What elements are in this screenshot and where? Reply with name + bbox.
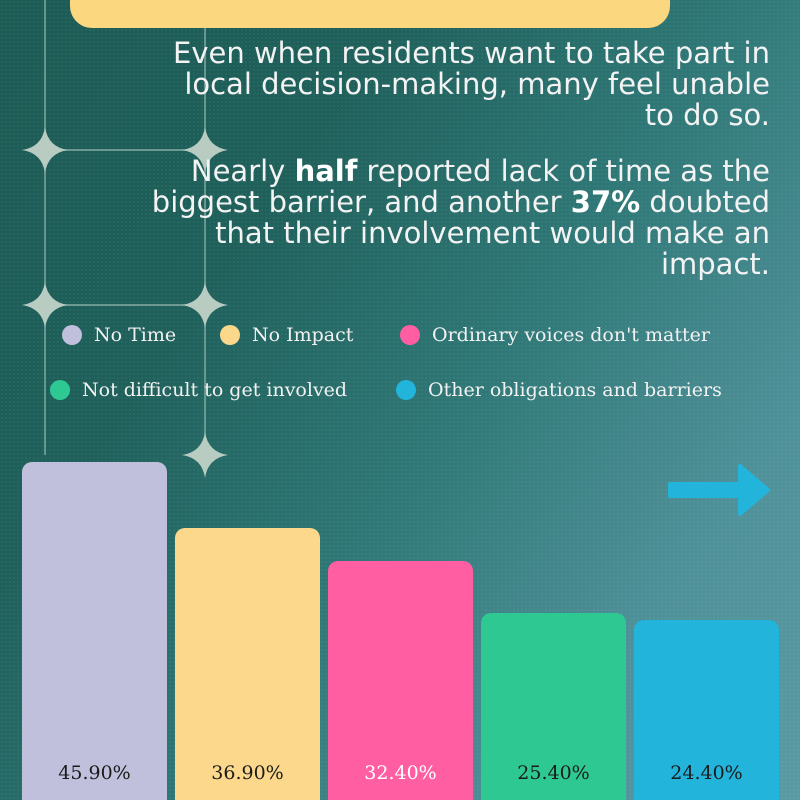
emphasis-half: half: [294, 154, 358, 188]
bar-not-difficult: [481, 613, 626, 800]
bar-ordinary-voices: [328, 561, 473, 800]
emphasis-37-percent: 37%: [570, 185, 641, 219]
title-banner: [70, 0, 670, 28]
bar-value-label-other-obligations: 24.40%: [670, 762, 743, 784]
bar-no-impact: [175, 528, 320, 800]
legend-label: Not difficult to get involved: [82, 379, 348, 401]
intro-paragraph-2: Nearly half reported lack of time as the…: [150, 156, 770, 280]
legend-item-ordinary-voices: Ordinary voices don't matter: [400, 324, 710, 346]
intro-paragraph-1: Even when residents want to take part in…: [173, 36, 770, 132]
legend-label: No Time: [94, 324, 177, 346]
text-part: doubted that their involvement would mak…: [215, 185, 770, 281]
sparkle-icons: [22, 127, 228, 478]
sparkle-icon: [22, 282, 68, 328]
text-part: Nearly: [190, 154, 295, 188]
legend-item-no-impact: No Impact: [220, 324, 353, 346]
legend-dot: [50, 380, 70, 400]
legend-dot: [396, 380, 416, 400]
arrow-right-icon: [668, 464, 770, 516]
bar-no-time: [22, 462, 167, 800]
legend-dot: [62, 325, 82, 345]
text-part: reported lack of time as the biggest bar…: [151, 154, 770, 219]
bar-value-label-no-time: 45.90%: [58, 762, 131, 784]
legend-dot: [220, 325, 240, 345]
bar-other-obligations: [634, 620, 779, 800]
legend-label: Ordinary voices don't matter: [432, 324, 710, 346]
legend-label: Other obligations and barriers: [428, 379, 722, 401]
bar-value-label-ordinary-voices: 32.40%: [364, 762, 437, 784]
legend-item-other-obligations: Other obligations and barriers: [396, 379, 722, 401]
sparkle-icon: [182, 127, 228, 173]
legend-item-no-time: No Time: [62, 324, 176, 346]
sparkle-icon: [182, 282, 228, 328]
bar-value-label-not-difficult: 25.40%: [517, 762, 590, 784]
legend-dot: [400, 325, 420, 345]
bar-value-label-no-impact: 36.90%: [211, 762, 284, 784]
sparkle-icon: [22, 127, 68, 173]
legend-label: No Impact: [252, 324, 354, 346]
legend-item-not-difficult: Not difficult to get involved: [50, 379, 347, 401]
sparkle-icon: [182, 432, 228, 478]
